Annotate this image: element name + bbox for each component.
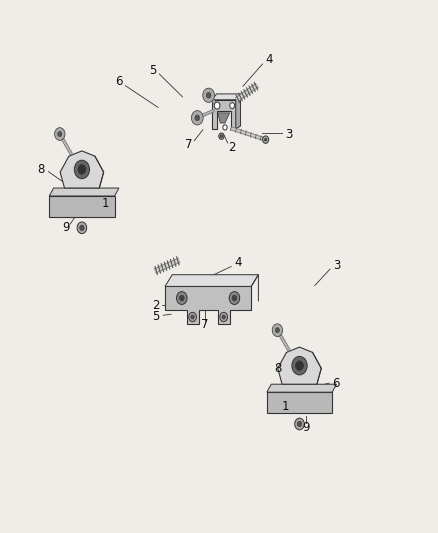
Circle shape xyxy=(177,292,187,304)
Circle shape xyxy=(274,326,281,334)
Polygon shape xyxy=(236,94,240,129)
Circle shape xyxy=(263,136,269,143)
Circle shape xyxy=(229,292,240,304)
Text: 8: 8 xyxy=(275,362,282,375)
Text: 9: 9 xyxy=(302,421,310,434)
Circle shape xyxy=(74,160,89,179)
Text: 1: 1 xyxy=(101,197,109,211)
Circle shape xyxy=(205,91,212,100)
Circle shape xyxy=(180,295,184,301)
Text: 5: 5 xyxy=(149,64,156,77)
Polygon shape xyxy=(49,188,119,196)
Circle shape xyxy=(220,135,223,138)
Circle shape xyxy=(203,88,215,102)
Circle shape xyxy=(220,312,227,322)
Text: 3: 3 xyxy=(333,259,340,272)
Circle shape xyxy=(195,115,200,120)
Text: 6: 6 xyxy=(115,76,123,88)
Polygon shape xyxy=(267,392,332,414)
Text: 3: 3 xyxy=(285,128,292,141)
Circle shape xyxy=(222,315,226,319)
Circle shape xyxy=(232,295,237,301)
Polygon shape xyxy=(60,151,104,188)
Circle shape xyxy=(276,328,279,333)
Circle shape xyxy=(57,130,63,138)
Text: 2: 2 xyxy=(152,299,159,312)
Circle shape xyxy=(78,165,86,174)
Circle shape xyxy=(55,128,65,140)
Circle shape xyxy=(80,225,84,230)
Text: 6: 6 xyxy=(332,377,339,390)
Circle shape xyxy=(272,324,283,336)
Polygon shape xyxy=(212,100,236,129)
Polygon shape xyxy=(267,384,336,392)
Text: 7: 7 xyxy=(185,138,192,151)
Circle shape xyxy=(189,312,196,322)
Text: 8: 8 xyxy=(38,164,45,176)
Circle shape xyxy=(295,418,304,430)
Polygon shape xyxy=(49,196,115,217)
Text: 5: 5 xyxy=(152,310,159,324)
Text: 1: 1 xyxy=(281,400,289,413)
Circle shape xyxy=(193,113,201,123)
Circle shape xyxy=(223,125,227,130)
Text: 9: 9 xyxy=(62,221,70,235)
Circle shape xyxy=(191,315,194,319)
Circle shape xyxy=(219,133,224,140)
Circle shape xyxy=(265,138,267,141)
Circle shape xyxy=(297,421,302,426)
Text: 2: 2 xyxy=(228,141,236,154)
Text: 4: 4 xyxy=(235,256,242,269)
Circle shape xyxy=(230,103,235,109)
Polygon shape xyxy=(165,286,251,324)
Circle shape xyxy=(58,132,62,136)
Circle shape xyxy=(296,361,304,370)
Text: 4: 4 xyxy=(265,53,273,66)
Circle shape xyxy=(77,222,87,233)
Circle shape xyxy=(191,111,203,125)
Circle shape xyxy=(214,102,220,109)
Polygon shape xyxy=(218,113,230,123)
Circle shape xyxy=(206,92,211,98)
Polygon shape xyxy=(165,274,258,286)
Polygon shape xyxy=(212,94,240,100)
Circle shape xyxy=(292,357,307,375)
Polygon shape xyxy=(278,347,321,384)
Text: 7: 7 xyxy=(201,318,208,332)
